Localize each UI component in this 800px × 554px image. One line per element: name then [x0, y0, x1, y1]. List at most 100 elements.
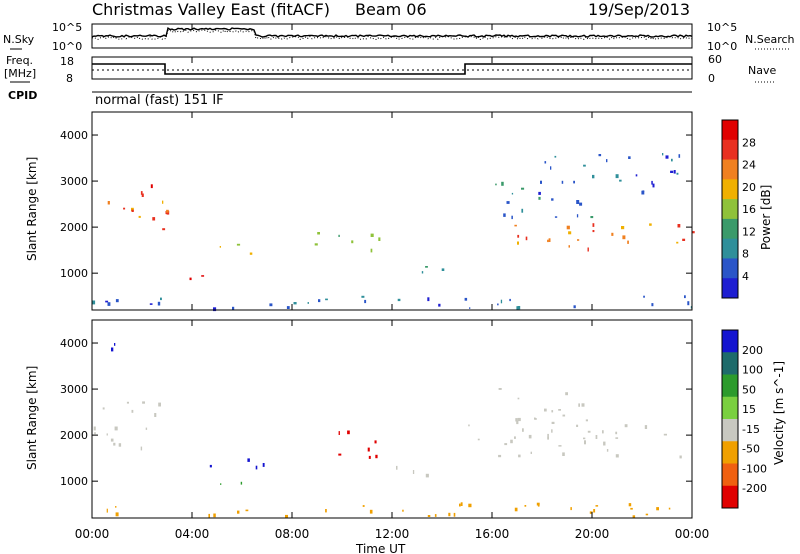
velocity-cell — [145, 427, 148, 430]
velocity-cell — [285, 514, 288, 519]
velocity-cell — [427, 515, 431, 517]
velocity-cell — [209, 464, 212, 468]
velocity-cell — [536, 502, 540, 506]
power-cell — [438, 303, 441, 307]
power-cell — [547, 239, 549, 243]
velocity-cell — [570, 507, 572, 511]
velocity-cell — [247, 458, 250, 462]
velocity-colorbar-swatch — [722, 352, 738, 375]
velocity-cell — [663, 433, 667, 436]
x-tick-label: 00:00 — [675, 527, 710, 541]
noise-left-tick-top: 10^5 — [52, 21, 82, 34]
y-tick-label: 1000 — [60, 475, 88, 488]
power-cell — [338, 234, 340, 237]
velocity-cell — [584, 440, 586, 445]
velocity-cell — [448, 512, 451, 517]
power-cell — [651, 180, 653, 185]
velocity-cell — [237, 510, 240, 514]
velocity-cell — [615, 437, 619, 439]
noise-left-tick-bottom: 10^0 — [52, 40, 82, 53]
velocity-cell — [644, 425, 648, 429]
velocity-cell — [562, 414, 566, 417]
velocity-cell — [402, 509, 404, 512]
velocity-cell — [208, 513, 210, 518]
velocity-colorbar-swatch — [722, 374, 738, 398]
power-cell — [105, 300, 109, 303]
power-cell — [131, 207, 134, 211]
velocity-cell — [514, 507, 518, 512]
date-label: 19/Sep/2013 — [588, 0, 690, 19]
velocity-cell — [632, 515, 636, 518]
power-panel-frame — [91, 111, 693, 311]
x-axis-label: Time UT — [355, 542, 406, 554]
velocity-colorbar-swatch — [722, 485, 738, 509]
power-cell — [517, 234, 520, 238]
power-cell — [690, 306, 693, 309]
power-cell — [687, 301, 690, 306]
power-cell — [293, 302, 297, 305]
power-cell — [123, 207, 126, 210]
power-cell — [425, 266, 428, 268]
power-cell — [364, 299, 367, 304]
power-colorbar-tick-label: 4 — [742, 270, 749, 283]
power-cell — [611, 232, 614, 236]
power-cell — [521, 208, 524, 213]
velocity-colorbar-tick-label: 50 — [742, 383, 756, 396]
power-colorbar-swatch — [722, 120, 738, 141]
power-cell — [421, 271, 424, 274]
velocity-cell — [603, 441, 606, 446]
velocity-cell — [94, 432, 96, 435]
velocity-cell — [118, 443, 122, 447]
power-colorbar-tick-label: 16 — [742, 203, 756, 216]
power-cell — [577, 239, 580, 241]
power-cell — [314, 243, 318, 246]
velocity-cell — [477, 438, 480, 441]
velocity-colorbar-tick-label: -50 — [742, 443, 760, 456]
velocity-cell — [140, 446, 143, 451]
power-cell — [325, 298, 328, 301]
power-cell — [397, 298, 401, 302]
power-cell — [606, 159, 608, 163]
power-cell — [592, 230, 595, 233]
velocity-panel-frame — [91, 319, 693, 519]
power-cell — [665, 155, 669, 159]
velocity-cell — [562, 452, 565, 456]
power-cell — [378, 237, 381, 241]
velocity-cell — [468, 503, 472, 508]
nave-label: Nave — [748, 64, 776, 77]
velocity-cell — [581, 403, 585, 407]
power-cell — [538, 191, 541, 195]
power-cell — [503, 213, 506, 217]
power-cell — [576, 214, 579, 218]
velocity-cell — [396, 465, 398, 470]
velocity-cell — [522, 428, 524, 432]
velocity-cell — [551, 429, 553, 433]
velocity-cell — [460, 502, 463, 506]
power-cell — [516, 306, 519, 310]
velocity-cell — [565, 392, 568, 396]
velocity-cell — [517, 417, 521, 422]
nave-tick-top: 60 — [708, 53, 722, 66]
nsearch-series-line — [91, 29, 693, 41]
power-cell — [497, 303, 499, 306]
power-colorbar-tick-label: 28 — [742, 136, 756, 149]
power-cell — [157, 301, 161, 306]
power-colorbar-tick-label: 20 — [742, 181, 756, 194]
velocity-cell — [530, 451, 532, 454]
power-cell — [676, 241, 679, 244]
power-cell — [598, 154, 602, 157]
power-cell — [554, 216, 558, 218]
velocity-cell — [115, 506, 117, 508]
velocity-cell — [425, 473, 429, 478]
power-cell — [92, 300, 96, 305]
power-cell — [361, 295, 365, 298]
power-cell — [318, 299, 321, 303]
freq-label-line2: [MHz] — [4, 67, 36, 80]
power-y-ticks: 1000 2000 3000 4000 — [60, 129, 692, 280]
power-cell — [671, 158, 673, 162]
power-cell — [561, 180, 564, 184]
velocity-cell — [114, 343, 116, 346]
power-cell — [635, 174, 638, 177]
plot-title: Christmas Valley East (fitACF) — [92, 0, 330, 19]
